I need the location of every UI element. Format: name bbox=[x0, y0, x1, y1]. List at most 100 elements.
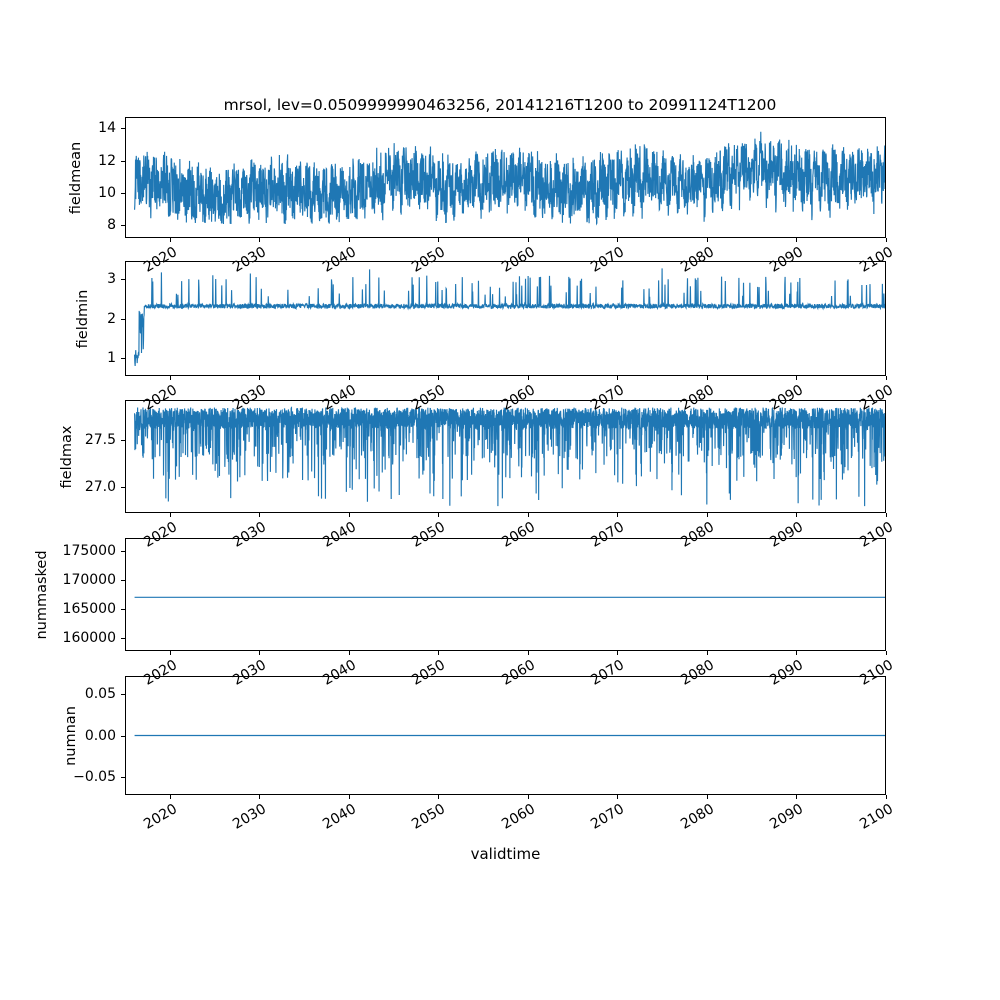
xtick-mark bbox=[259, 795, 261, 799]
xtick-mark bbox=[527, 795, 529, 799]
ytick-mark bbox=[121, 160, 125, 162]
xtick-mark bbox=[886, 238, 887, 242]
ytick-mark bbox=[121, 579, 125, 581]
xtick-mark bbox=[527, 376, 529, 380]
xtick-mark bbox=[259, 651, 261, 655]
ytick-label-nummasked: 160000 bbox=[62, 630, 116, 647]
ytick-label-numnan: 0.05 bbox=[84, 686, 116, 703]
ytick-mark bbox=[121, 225, 125, 227]
ytick-label-fieldmax: 27.5 bbox=[84, 431, 116, 448]
subplot-fieldmax bbox=[125, 400, 886, 513]
xtick-mark bbox=[617, 795, 619, 799]
xtick-mark bbox=[527, 238, 529, 242]
ytick-mark bbox=[121, 439, 125, 441]
xtick-mark bbox=[886, 651, 887, 655]
ytick-label-numnan: 0.00 bbox=[84, 727, 116, 744]
subplot-fieldmin bbox=[125, 261, 886, 376]
xtick-mark bbox=[617, 651, 619, 655]
ytick-mark bbox=[121, 278, 125, 280]
xtick-label: 2060 bbox=[499, 801, 538, 833]
xtick-label: 2090 bbox=[767, 801, 807, 833]
ylabel-nummasked: nummasked bbox=[34, 550, 50, 640]
plot-area-fieldmax bbox=[133, 406, 885, 507]
ytick-mark bbox=[121, 638, 125, 640]
xtick-mark bbox=[706, 651, 708, 655]
xtick-label: 2050 bbox=[409, 801, 449, 833]
xtick-mark bbox=[169, 795, 171, 799]
xtick-mark bbox=[886, 795, 887, 799]
ytick-label-fieldmean: 10 bbox=[98, 184, 116, 201]
xtick-mark bbox=[169, 376, 171, 380]
xtick-mark bbox=[796, 513, 798, 517]
ytick-label-nummasked: 165000 bbox=[62, 601, 116, 618]
xtick-mark bbox=[348, 651, 350, 655]
ytick-mark bbox=[121, 128, 125, 130]
xtick-mark bbox=[617, 238, 619, 242]
xtick-mark bbox=[348, 513, 350, 517]
xtick-mark bbox=[169, 651, 171, 655]
series-fieldmean bbox=[133, 131, 885, 226]
xtick-mark bbox=[796, 238, 798, 242]
xtick-mark bbox=[706, 513, 708, 517]
series-fieldmin bbox=[133, 268, 885, 366]
ytick-label-fieldmax: 27.0 bbox=[84, 478, 116, 495]
ytick-label-fieldmean: 8 bbox=[107, 217, 116, 234]
xtick-mark bbox=[438, 238, 440, 242]
xtick-mark bbox=[348, 795, 350, 799]
xtick-mark bbox=[796, 376, 798, 380]
ytick-mark bbox=[121, 550, 125, 552]
xtick-mark bbox=[706, 376, 708, 380]
xlabel-validtime: validtime bbox=[470, 845, 541, 863]
xtick-mark bbox=[438, 795, 440, 799]
xtick-mark bbox=[527, 651, 529, 655]
xtick-mark bbox=[169, 513, 171, 517]
xtick-mark bbox=[259, 513, 261, 517]
xtick-mark bbox=[706, 238, 708, 242]
subplot-numnan bbox=[125, 676, 886, 795]
xtick-mark bbox=[886, 513, 887, 517]
ytick-mark bbox=[121, 609, 125, 611]
xtick-mark bbox=[796, 651, 798, 655]
xtick-mark bbox=[527, 513, 529, 517]
subplot-nummasked bbox=[125, 538, 886, 651]
xtick-label: 2070 bbox=[588, 801, 628, 833]
xtick-label: 2040 bbox=[319, 801, 359, 833]
ytick-mark bbox=[121, 318, 125, 320]
ylabel-fieldmax: fieldmax bbox=[59, 425, 75, 489]
plot-area-fieldmin bbox=[133, 268, 885, 366]
xtick-mark bbox=[438, 376, 440, 380]
plot-area-fieldmean bbox=[133, 131, 885, 226]
ytick-mark bbox=[121, 486, 125, 488]
xtick-label: 2020 bbox=[140, 801, 180, 833]
ytick-mark bbox=[121, 735, 125, 737]
ytick-mark bbox=[121, 694, 125, 696]
ytick-label-fieldmean: 12 bbox=[98, 152, 116, 169]
xtick-mark bbox=[259, 238, 261, 242]
xtick-mark bbox=[706, 795, 708, 799]
figure-title: mrsol, lev=0.0509999990463256, 20141216T… bbox=[223, 96, 777, 114]
ytick-mark bbox=[121, 192, 125, 194]
xtick-label: 2100 bbox=[857, 801, 896, 833]
xtick-mark bbox=[617, 513, 619, 517]
ytick-mark bbox=[121, 776, 125, 778]
series-fieldmax bbox=[133, 406, 885, 507]
xtick-mark bbox=[438, 651, 440, 655]
ytick-mark bbox=[121, 358, 125, 360]
plot-area-numnan bbox=[134, 734, 885, 737]
xtick-mark bbox=[886, 376, 887, 380]
xtick-mark bbox=[796, 795, 798, 799]
xtick-mark bbox=[617, 376, 619, 380]
ytick-label-fieldmin: 2 bbox=[107, 310, 116, 327]
xtick-label: 2080 bbox=[678, 801, 717, 833]
ytick-label-fieldmean: 14 bbox=[98, 120, 116, 137]
xtick-mark bbox=[348, 376, 350, 380]
xtick-mark bbox=[438, 513, 440, 517]
ytick-label-fieldmin: 3 bbox=[107, 270, 116, 287]
xtick-mark bbox=[259, 376, 261, 380]
subplot-fieldmean bbox=[125, 117, 886, 238]
ytick-label-numnan: −0.05 bbox=[73, 768, 116, 785]
plot-area-nummasked bbox=[134, 596, 885, 598]
xtick-mark bbox=[348, 238, 350, 242]
xtick-label: 2030 bbox=[230, 801, 270, 833]
ytick-label-fieldmin: 1 bbox=[107, 350, 116, 367]
